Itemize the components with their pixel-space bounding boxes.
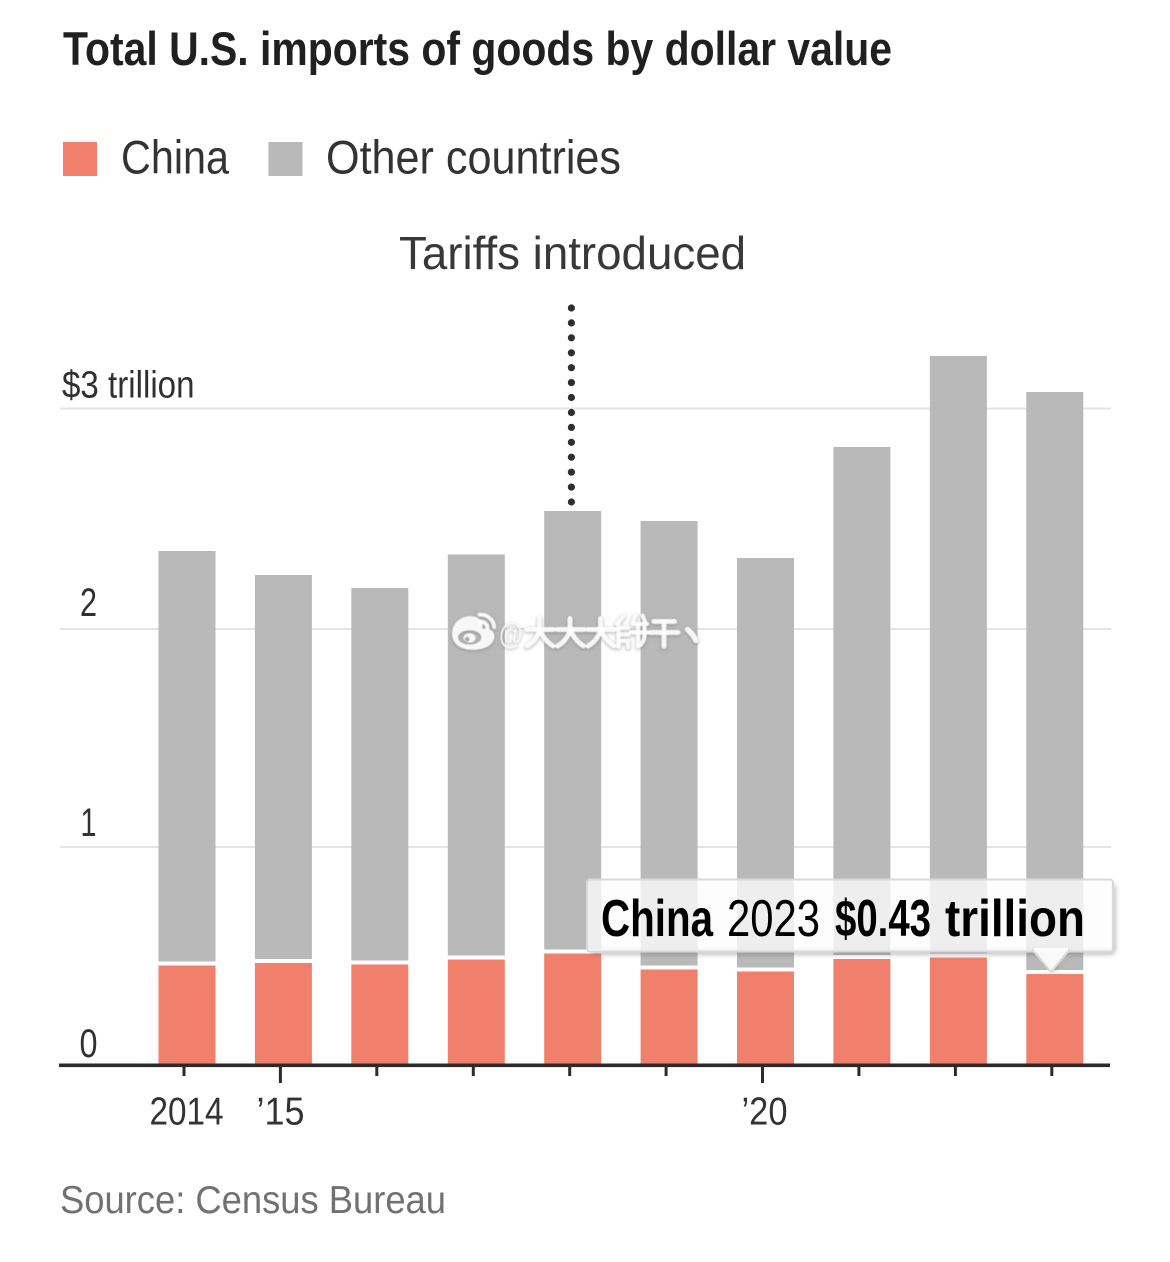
svg-text:China: China xyxy=(121,131,230,184)
svg-text:0: 0 xyxy=(80,1022,98,1066)
svg-text:Source: Census Bureau: Source: Census Bureau xyxy=(60,1179,446,1222)
svg-text:’15: ’15 xyxy=(257,1090,305,1133)
svg-text:@: @ xyxy=(499,618,524,651)
svg-text:2: 2 xyxy=(80,581,97,625)
svg-text:Tariffs introduced: Tariffs introduced xyxy=(399,227,746,279)
svg-text:’20: ’20 xyxy=(742,1090,788,1133)
svg-text:1: 1 xyxy=(81,801,97,845)
svg-text:Total U.S. imports of goods by: Total U.S. imports of goods by dollar va… xyxy=(63,22,892,75)
svg-text:2014: 2014 xyxy=(150,1090,224,1133)
svg-text:$3 trillion: $3 trillion xyxy=(62,364,195,406)
svg-text:Other countries: Other countries xyxy=(326,131,621,184)
